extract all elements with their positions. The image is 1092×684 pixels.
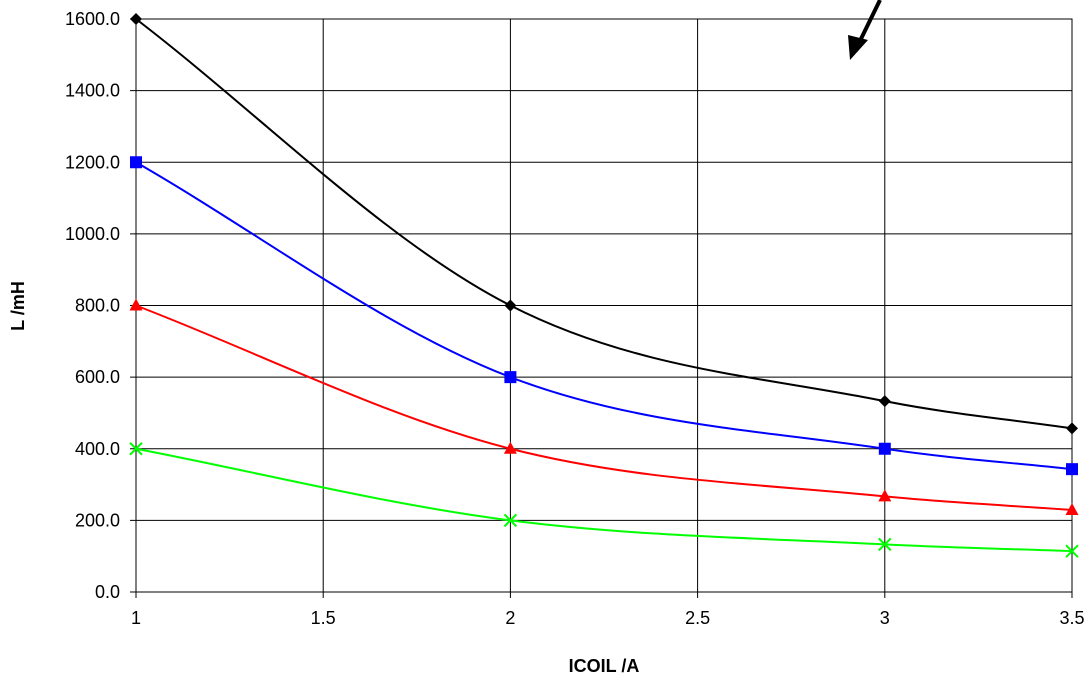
series-line [135,447,1073,553]
y-tick-label: 1200.0 [65,152,120,172]
series-line [135,304,1073,511]
series-layer [129,13,1079,558]
annotation-arrow-shaft [856,0,882,46]
series-line [135,161,1073,471]
annotation-arrow-head [848,35,868,60]
data-point [878,537,892,552]
data-point [1065,502,1079,515]
data-point [130,13,142,25]
data-point [1066,463,1078,476]
data-point [504,299,517,312]
y-tick-label: 1600.0 [65,9,120,29]
data-point [503,441,517,454]
annotation-layer [848,0,882,60]
data-point [878,442,891,455]
y-tick-label: 200.0 [75,510,120,530]
tick-labels: 0.0 200.0 400.0 600.0 800.0 1000.0 1200.0 1400.… [65,9,1085,628]
x-tick-label: 1 [131,608,141,628]
data-point [504,371,517,384]
data-point [129,442,143,456]
x-tick-label: 3.5 [1059,608,1084,628]
y-tick-label: 800.0 [75,296,120,316]
x-tick-label: 3 [880,608,890,628]
data-point [129,298,143,311]
x-axis-title: ICOIL /A [569,656,640,676]
y-axis-title: L /mH [8,281,28,331]
grid [130,18,1073,598]
data-point-stroke [503,513,518,528]
data-point [1066,422,1078,435]
data-point-stroke [1065,544,1079,558]
y-tick-label: 400.0 [75,439,120,459]
data-point-stroke [878,537,892,552]
series-2 [130,156,1078,476]
series-line [135,18,1073,430]
series-4 [129,442,1079,558]
series-1 [130,13,1078,435]
x-tick-label: 2.5 [685,608,710,628]
data-point [503,513,518,528]
x-tick-label: 1.5 [311,608,336,628]
data-point [130,156,142,169]
x-tick-label: 2 [505,608,515,628]
y-tick-label: 0.0 [95,582,120,602]
data-point [878,395,891,408]
y-tick-label: 1400.0 [65,81,120,101]
series-3 [129,298,1079,515]
y-tick-label: 600.0 [75,367,120,387]
data-point-stroke [129,442,143,456]
y-tick-label: 1000.0 [65,224,120,244]
data-point [878,489,892,502]
data-point [1065,544,1079,558]
